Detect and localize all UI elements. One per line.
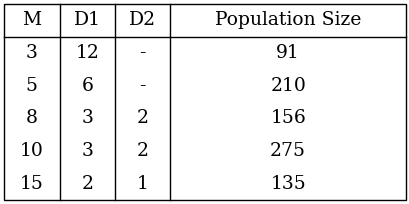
Text: 210: 210	[270, 77, 306, 95]
Text: 2: 2	[136, 109, 148, 127]
Text: 8: 8	[26, 109, 38, 127]
Text: D2: D2	[129, 11, 156, 29]
Text: -: -	[139, 77, 146, 95]
Text: 2: 2	[81, 175, 93, 193]
Text: D1: D1	[74, 11, 101, 29]
Text: -: -	[139, 44, 146, 62]
Text: 1: 1	[137, 175, 148, 193]
Text: 3: 3	[26, 44, 38, 62]
Text: 10: 10	[20, 142, 44, 160]
Text: Population Size: Population Size	[214, 11, 360, 29]
Text: 275: 275	[270, 142, 306, 160]
Text: 91: 91	[276, 44, 299, 62]
Text: 3: 3	[81, 142, 93, 160]
Text: 135: 135	[270, 175, 305, 193]
Text: 15: 15	[20, 175, 44, 193]
Text: M: M	[22, 11, 41, 29]
Text: 2: 2	[136, 142, 148, 160]
Text: 6: 6	[81, 77, 93, 95]
Text: 12: 12	[75, 44, 99, 62]
Text: 3: 3	[81, 109, 93, 127]
Text: 5: 5	[26, 77, 38, 95]
Text: 156: 156	[270, 109, 305, 127]
